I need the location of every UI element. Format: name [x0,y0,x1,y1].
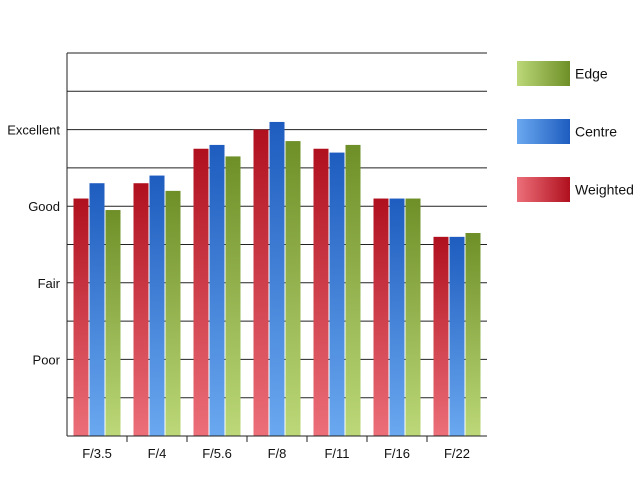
y-tick-label: Good [28,199,60,214]
bar-centre-f8 [269,121,285,436]
x-tick-label: F/16 [384,446,410,461]
legend-label-centre: Centre [575,124,617,140]
bar-centre-f11 [329,152,345,436]
legend: Edge Centre Weighted [517,61,634,202]
x-tick-label: F/8 [268,446,287,461]
bar-weighted-f16 [373,198,389,436]
legend-swatch-edge [517,61,570,86]
bar-weighted-f22 [433,236,449,436]
bar-centre-f35 [89,183,105,436]
tick-labels: F/3.5 F/4 F/5.6 F/8 F/11 F/16 F/22 Poor Fair Good… [7,123,470,461]
bar-weighted-f56 [193,148,209,436]
bar-weighted-f8 [253,129,269,436]
bar-edge-f4 [165,190,181,436]
x-tick-label: F/11 [324,446,349,461]
axes [66,53,487,442]
bars [73,121,481,437]
x-tick-label: F/5.6 [202,446,232,461]
bar-edge-f11 [345,144,361,437]
bar-edge-f16 [405,198,421,436]
legend-swatch-centre [517,119,570,144]
bar-edge-f22 [465,233,481,436]
legend-label-weighted: Weighted [575,182,634,198]
bar-edge-f8 [285,141,301,436]
bar-centre-f22 [449,236,465,436]
x-tick-label: F/3.5 [82,446,112,461]
x-tick-label: F/22 [444,446,470,461]
y-tick-label: Excellent [7,123,60,138]
bar-weighted-f11 [313,148,329,436]
legend-label-edge: Edge [575,66,608,82]
bar-edge-f35 [105,210,121,436]
bar-centre-f56 [209,144,225,437]
y-tick-label: Poor [33,352,61,367]
bar-centre-f4 [149,175,165,436]
y-tick-label: Fair [38,276,61,291]
bar-centre-f16 [389,198,405,436]
legend-swatch-weighted [517,177,570,202]
bar-weighted-f35 [73,198,89,436]
x-tick-label: F/4 [148,446,167,461]
bar-edge-f56 [225,156,241,436]
bar-weighted-f4 [133,183,149,436]
